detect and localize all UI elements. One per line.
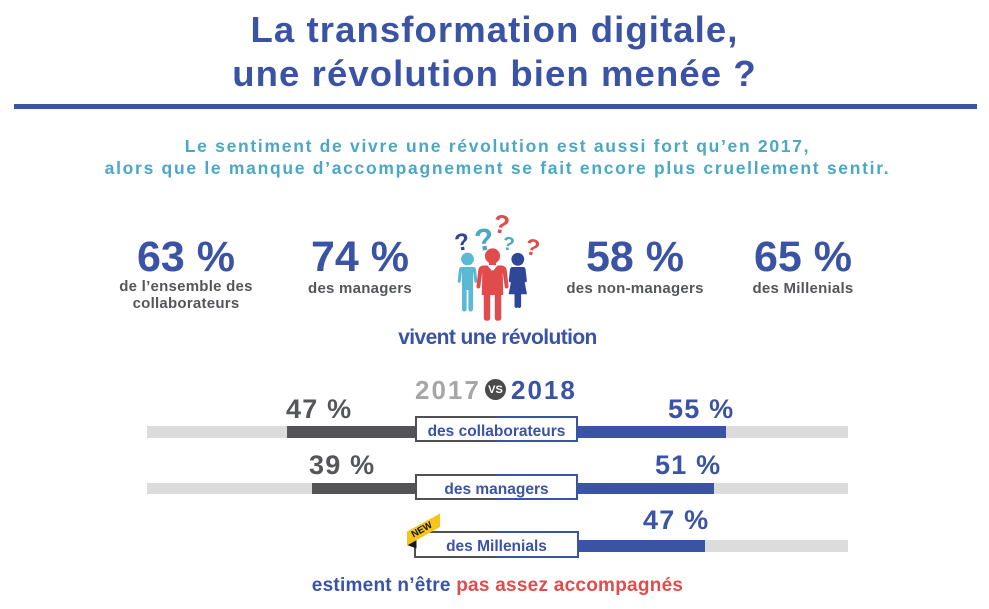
svg-text:?: ? (501, 233, 516, 256)
svg-text:NEW: NEW (410, 520, 435, 540)
svg-text:?: ? (491, 210, 512, 240)
svg-text:?: ? (453, 228, 472, 257)
svg-text:?: ? (523, 233, 542, 261)
